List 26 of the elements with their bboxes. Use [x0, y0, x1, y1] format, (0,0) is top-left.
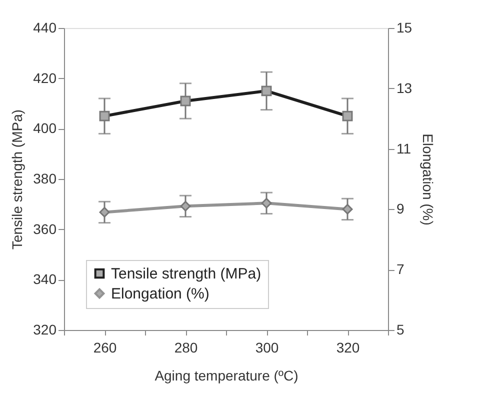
legend-label: Tensile strength (MPa) — [111, 266, 262, 282]
x-axis-title: Aging temperature (ºC) — [154, 368, 298, 384]
x-tick-label: 280 — [174, 340, 198, 356]
y-tick-label: 340 — [33, 271, 57, 288]
y-tick-label: 400 — [33, 120, 57, 136]
point — [180, 200, 191, 212]
point — [99, 207, 110, 218]
y-tick-label: 420 — [33, 70, 57, 86]
x-tick-label: 300 — [255, 340, 279, 356]
x-tick-label: 320 — [336, 340, 360, 356]
y2-tick-label: 5 — [396, 322, 404, 338]
legend-label: Elongation (%) — [111, 286, 210, 302]
y-tick-label: 320 — [33, 322, 57, 338]
y-tick-label: 360 — [33, 220, 57, 237]
y2-tick-label: 15 — [396, 20, 412, 36]
y2-tick-label: 7 — [396, 261, 404, 278]
y2-tick-label: 11 — [396, 140, 412, 156]
point — [342, 204, 353, 214]
y-tick-label: 440 — [33, 20, 57, 36]
y-axis-title: Tensile strength (MPa) — [9, 109, 26, 250]
y2-tick-label: 13 — [396, 80, 412, 96]
y2-tick-label: 9 — [396, 200, 404, 217]
y2-axis-title: Elongation (%) — [420, 134, 436, 226]
x-tick-label: 260 — [93, 340, 117, 356]
point — [261, 198, 272, 208]
y-tick-label: 380 — [33, 170, 57, 186]
